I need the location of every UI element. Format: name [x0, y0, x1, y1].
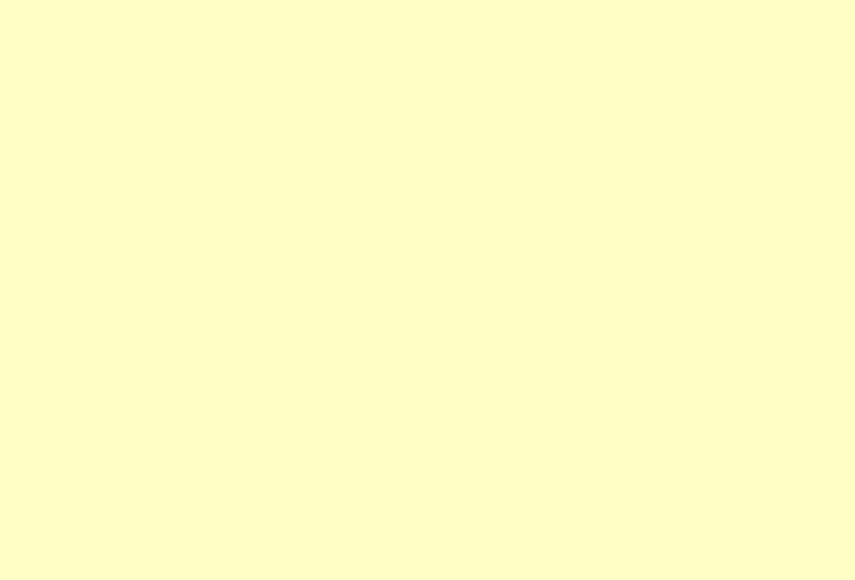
indicator-legend: [0, 21, 855, 37]
